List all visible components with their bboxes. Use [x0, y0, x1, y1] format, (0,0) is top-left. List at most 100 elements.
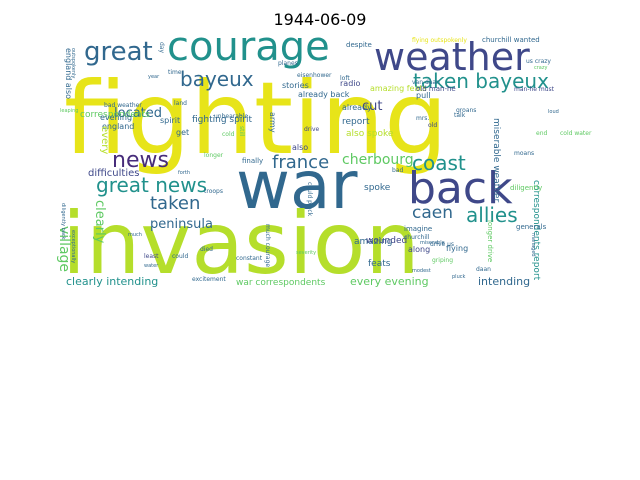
cloud-word: cut — [362, 99, 382, 114]
cloud-word: leaping — [60, 108, 78, 114]
cloud-word: every evening — [350, 275, 429, 288]
cloud-word: water — [144, 263, 159, 269]
cloud-word: least — [144, 253, 159, 260]
cloud-word: england also — [64, 48, 73, 99]
cloud-word: bad weather — [104, 102, 142, 109]
cloud-word: land — [174, 100, 187, 107]
cloud-word: day — [158, 42, 165, 53]
cloud-word: us crazy — [526, 58, 551, 65]
cloud-word: every — [99, 126, 110, 154]
cloud-word: eisenhower — [297, 72, 332, 79]
cloud-word: coast — [412, 151, 466, 175]
cloud-word: planes — [278, 60, 298, 67]
cloud-word: great — [84, 37, 153, 67]
cloud-word: finally — [242, 157, 263, 165]
cloud-word: much courage — [264, 224, 271, 267]
cloud-word: still — [238, 126, 245, 137]
cloud-word: war correspondents — [236, 278, 326, 288]
cloud-word: end — [536, 130, 547, 137]
cloud-word: much — [128, 232, 142, 238]
cloud-word: pluck — [452, 274, 465, 280]
cloud-word: exceptionally — [70, 230, 76, 263]
cloud-word: year — [148, 74, 160, 80]
cloud-word: miserable weather — [491, 118, 501, 203]
cloud-word: flying outspokenly — [412, 37, 467, 44]
cloud-word: loud — [548, 109, 559, 115]
cloud-word: feats — [368, 259, 391, 269]
cloud-word: fighting — [64, 60, 448, 177]
cloud-word: severity — [296, 250, 316, 256]
cloud-word: great news — [96, 173, 207, 197]
cloud-word: miserable — [420, 240, 445, 246]
cloud-word: cold water — [560, 130, 592, 137]
cloud-word: groans — [456, 107, 476, 114]
cloud-word: news — [112, 148, 169, 173]
cloud-word: drive — [304, 126, 319, 133]
cloud-word: france — [272, 152, 329, 173]
cloud-word: already — [342, 103, 372, 112]
cloud-word: fighting spirit — [192, 115, 252, 125]
cloud-word: forth — [178, 170, 190, 176]
cloud-word: caen — [412, 203, 453, 223]
cloud-word: stories — [282, 81, 309, 90]
cloud-word: clearly intending — [66, 275, 158, 288]
cloud-word: outspokenly — [70, 48, 76, 78]
cloud-word: war — [236, 147, 358, 224]
cloud-word: radio — [340, 79, 360, 88]
cloud-word: bayeux — [180, 67, 254, 91]
cloud-word: amazing feats — [370, 84, 427, 93]
cloud-word: flying — [446, 244, 468, 253]
cloud-word: also — [292, 143, 308, 152]
cloud-word: correspondents report — [531, 180, 541, 281]
cloud-word: also spoke — [346, 129, 394, 139]
cloud-word: peninsula — [150, 217, 213, 232]
cloud-word: allies — [466, 203, 518, 227]
cloud-word: van daan — [412, 79, 440, 86]
cloud-word: taken — [150, 193, 200, 214]
cloud-word: man-he must — [514, 86, 555, 93]
cloud-word: managed — [530, 233, 536, 257]
cloud-word: died — [200, 246, 213, 253]
cloud-word: difficulties — [88, 168, 139, 179]
cloud-word: wounded — [366, 236, 407, 246]
cloud-word: troops — [204, 188, 223, 195]
cloud-word: along — [408, 245, 430, 254]
cloud-word: churchill wanted — [482, 36, 540, 44]
cloud-word: cold — [222, 131, 235, 138]
cloud-word: old — [428, 122, 437, 129]
cloud-word: crazy — [534, 65, 547, 71]
cloud-word: talk — [454, 112, 466, 119]
cloud-word: cherbourg — [342, 152, 414, 168]
cloud-word: drive us — [430, 241, 454, 248]
cloud-word: village — [56, 226, 72, 272]
cloud-word: daan — [476, 266, 491, 273]
cloud-word: pull — [416, 91, 431, 100]
cloud-word: unbearable — [214, 113, 248, 120]
cloud-word: spoke — [364, 183, 391, 193]
cloud-word: could pluck — [306, 182, 313, 217]
cloud-word: old man-he — [416, 85, 456, 93]
cloud-word: weather — [374, 35, 530, 79]
cloud-word: back — [408, 163, 513, 214]
cloud-word: evening — [100, 113, 132, 122]
cloud-word: diligently — [510, 184, 542, 192]
cloud-word: loft — [340, 75, 350, 82]
cloud-word: bad — [392, 167, 403, 174]
cloud-word: spirit — [160, 116, 180, 125]
cloud-word: despite — [346, 41, 372, 49]
cloud-word: could — [172, 253, 188, 260]
cloud-word: longer — [204, 152, 224, 159]
cloud-word: get — [176, 128, 189, 137]
cloud-word: imagine — [404, 225, 432, 233]
cloud-word: clearly — [92, 200, 107, 244]
cloud-word: located — [114, 106, 162, 121]
cloud-word: army — [268, 112, 277, 133]
cloud-word: mrs. — [416, 115, 429, 122]
word-cloud-title: 1944-06-09 — [273, 10, 367, 29]
cloud-word: intending — [478, 275, 530, 288]
cloud-word: moans — [514, 150, 534, 157]
cloud-word: time — [168, 69, 182, 76]
cloud-word: england — [102, 122, 134, 131]
cloud-word: invasion — [62, 194, 420, 294]
